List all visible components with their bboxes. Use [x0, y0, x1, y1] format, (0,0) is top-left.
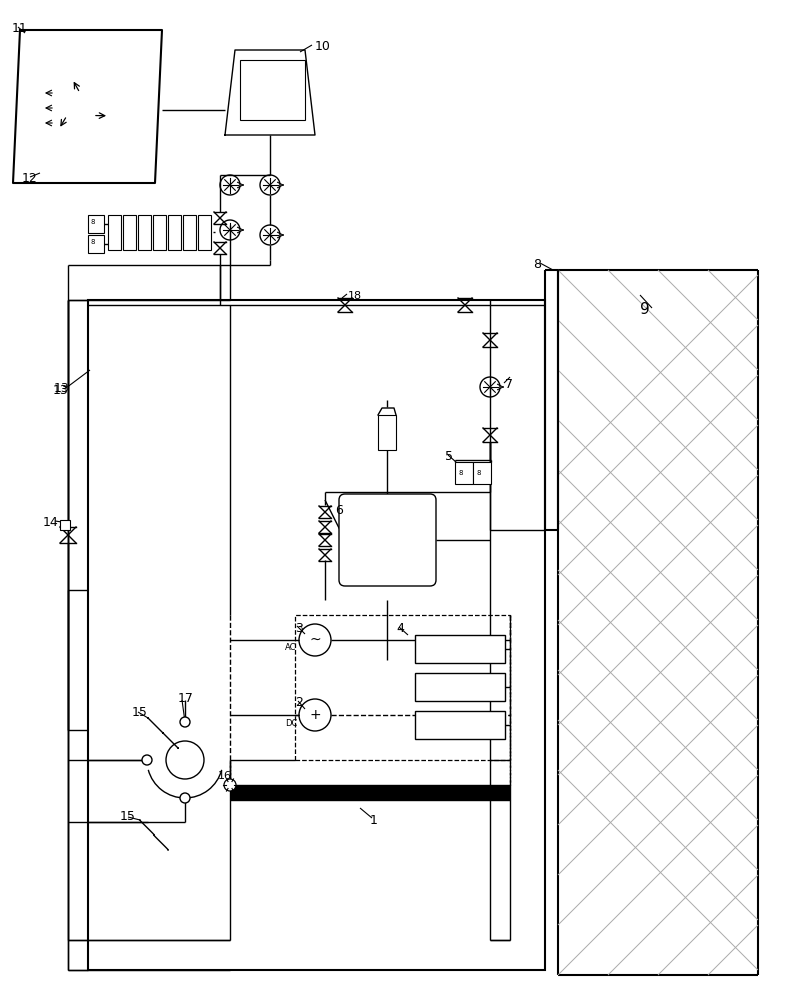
- Bar: [455, 462, 473, 484]
- Bar: [123, 215, 136, 250]
- Circle shape: [180, 793, 190, 803]
- Text: 11: 11: [12, 21, 28, 34]
- Circle shape: [180, 717, 190, 727]
- Text: 8: 8: [90, 239, 95, 245]
- Bar: [415, 635, 505, 663]
- Bar: [183, 215, 196, 250]
- Bar: [415, 673, 505, 701]
- Bar: [198, 215, 211, 250]
- Text: 13: 13: [54, 381, 70, 394]
- Bar: [153, 215, 166, 250]
- FancyBboxPatch shape: [339, 494, 436, 586]
- Bar: [378, 415, 396, 450]
- Circle shape: [142, 755, 152, 765]
- Text: 8: 8: [477, 470, 481, 476]
- Bar: [88, 300, 545, 970]
- Text: 17: 17: [178, 692, 193, 704]
- Text: 15: 15: [132, 706, 147, 718]
- Text: 9: 9: [640, 302, 649, 318]
- Text: 4: 4: [396, 621, 404, 635]
- Bar: [60, 520, 70, 530]
- Text: 2: 2: [295, 696, 303, 710]
- Text: 16: 16: [218, 771, 232, 781]
- Bar: [473, 462, 491, 484]
- Bar: [138, 215, 151, 250]
- Text: 10: 10: [315, 40, 331, 53]
- Text: ~: ~: [309, 633, 321, 647]
- Bar: [88, 215, 104, 233]
- Text: 6: 6: [335, 504, 343, 516]
- Text: 14: 14: [43, 516, 59, 530]
- Bar: [415, 711, 505, 739]
- Text: AC: AC: [285, 644, 297, 652]
- Circle shape: [224, 779, 236, 791]
- Text: 13: 13: [53, 383, 69, 396]
- Text: DC: DC: [285, 718, 297, 728]
- Bar: [88, 235, 104, 253]
- Text: 5: 5: [445, 450, 453, 464]
- Bar: [295, 615, 510, 760]
- Text: 18: 18: [348, 291, 362, 301]
- Text: 8: 8: [533, 258, 541, 271]
- Text: 3: 3: [295, 621, 303, 635]
- Bar: [230, 785, 510, 800]
- Text: +: +: [309, 708, 321, 722]
- Text: 15: 15: [120, 810, 136, 824]
- Text: 8: 8: [458, 470, 463, 476]
- Bar: [240, 60, 305, 120]
- Bar: [168, 215, 181, 250]
- Text: 1: 1: [370, 814, 378, 826]
- Text: 8: 8: [90, 219, 95, 225]
- Text: 12: 12: [22, 172, 38, 184]
- Bar: [108, 215, 121, 250]
- Text: 7: 7: [505, 378, 513, 391]
